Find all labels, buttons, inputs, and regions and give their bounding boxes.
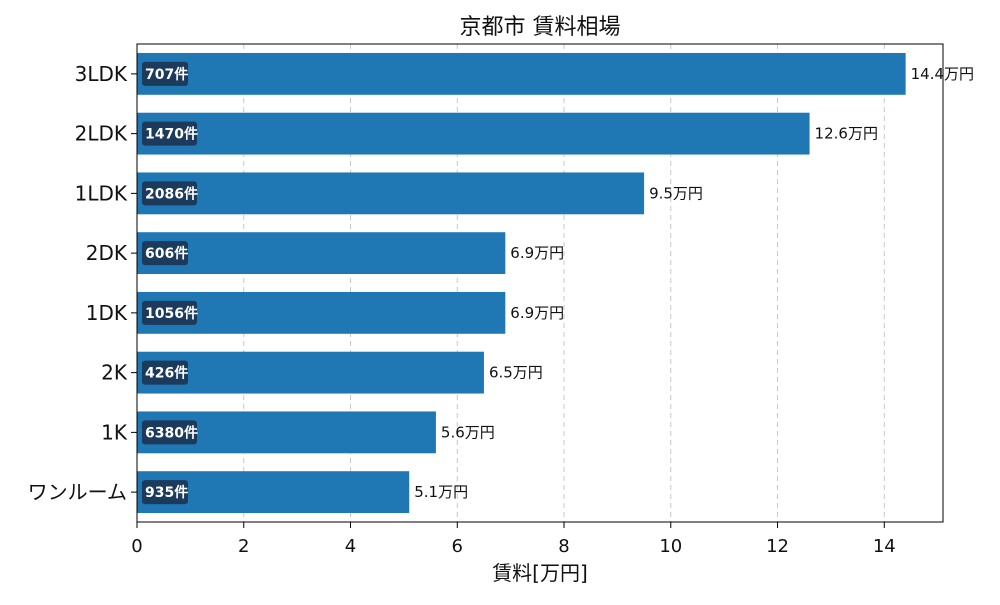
bar [137, 172, 645, 215]
category-label: 1K [101, 420, 128, 444]
value-label: 14.4万円 [911, 65, 974, 83]
chart-title: 京都市 賃料相場 [460, 15, 621, 40]
count-label: 1056件 [145, 305, 198, 322]
count-badge [142, 241, 188, 266]
x-tick-label: 8 [558, 536, 569, 557]
count-badge [142, 121, 197, 146]
value-label: 5.1万円 [414, 483, 468, 501]
value-label: 5.6万円 [441, 423, 495, 441]
x-axis-label: 賃料[万円] [492, 561, 588, 585]
count-label: 707件 [145, 66, 188, 83]
category-label: 1LDK [75, 181, 128, 205]
count-label: 1470件 [145, 126, 198, 143]
bars [137, 52, 906, 514]
category-label: 1DK [86, 301, 128, 325]
category-label: ワンルーム [28, 480, 127, 504]
bar [137, 112, 810, 155]
bar [137, 52, 906, 95]
value-label: 6.5万円 [489, 364, 543, 382]
count-badge [142, 480, 188, 505]
bar [137, 232, 506, 275]
value-label: 12.6万円 [815, 125, 878, 143]
value-label: 6.9万円 [510, 304, 564, 322]
count-label: 606件 [145, 245, 188, 262]
category-label: 2K [101, 361, 128, 385]
x-tick-label: 4 [345, 536, 356, 557]
count-label: 2086件 [145, 185, 198, 202]
x-tick-label: 10 [659, 536, 682, 557]
x-tick-label: 2 [238, 536, 249, 557]
count-badge [142, 360, 188, 385]
bar-labels: 14.4万円 707件 12.6万円 1470件 9.5万円 2086件 6.9万円 606件… [142, 61, 974, 505]
x-tick-label: 14 [873, 536, 896, 557]
count-label: 426件 [145, 365, 188, 382]
count-label: 935件 [145, 484, 188, 501]
count-badge [142, 420, 197, 445]
category-label: 2DK [86, 241, 128, 265]
x-tick-label: 0 [131, 536, 142, 557]
bar [137, 351, 484, 394]
category-label: 3LDK [75, 62, 128, 86]
plot-frame [136, 43, 944, 523]
bar [137, 291, 506, 334]
axes: 0 2 4 6 8 10 12 14 3LDK 2LDK 1LDK 2DK 1DK 2K 1K ワンルーム [28, 43, 944, 557]
category-label: 2LDK [75, 122, 128, 146]
count-badge [142, 300, 197, 325]
value-label: 9.5万円 [649, 184, 703, 202]
x-tick-label: 12 [766, 536, 789, 557]
value-label: 6.9万円 [510, 244, 564, 262]
x-tick-label: 6 [452, 536, 463, 557]
count-badge [142, 181, 197, 206]
count-badge [142, 61, 188, 86]
count-label: 6380件 [145, 424, 198, 441]
